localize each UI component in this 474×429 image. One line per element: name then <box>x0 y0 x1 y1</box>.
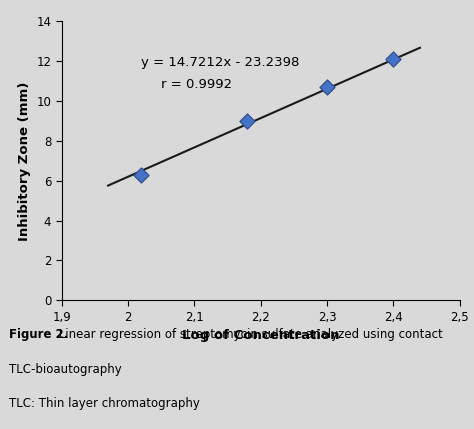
Point <box>323 84 331 91</box>
Y-axis label: Inhibitory Zone (mm): Inhibitory Zone (mm) <box>18 81 31 241</box>
X-axis label: Log of Concentration: Log of Concentration <box>182 329 339 342</box>
Text: Linear regression of streptomycin sulfate analyzed using contact: Linear regression of streptomycin sulfat… <box>55 328 442 341</box>
Text: Figure 2.: Figure 2. <box>9 328 69 341</box>
Point <box>390 56 397 63</box>
Text: TLC: Thin layer chromatography: TLC: Thin layer chromatography <box>9 397 201 410</box>
Text: TLC-bioautography: TLC-bioautography <box>9 363 122 375</box>
Point <box>244 118 251 124</box>
Point <box>137 172 145 178</box>
Text: y = 14.7212x - 23.2398: y = 14.7212x - 23.2398 <box>141 56 300 69</box>
Text: r = 0.9992: r = 0.9992 <box>161 78 232 91</box>
